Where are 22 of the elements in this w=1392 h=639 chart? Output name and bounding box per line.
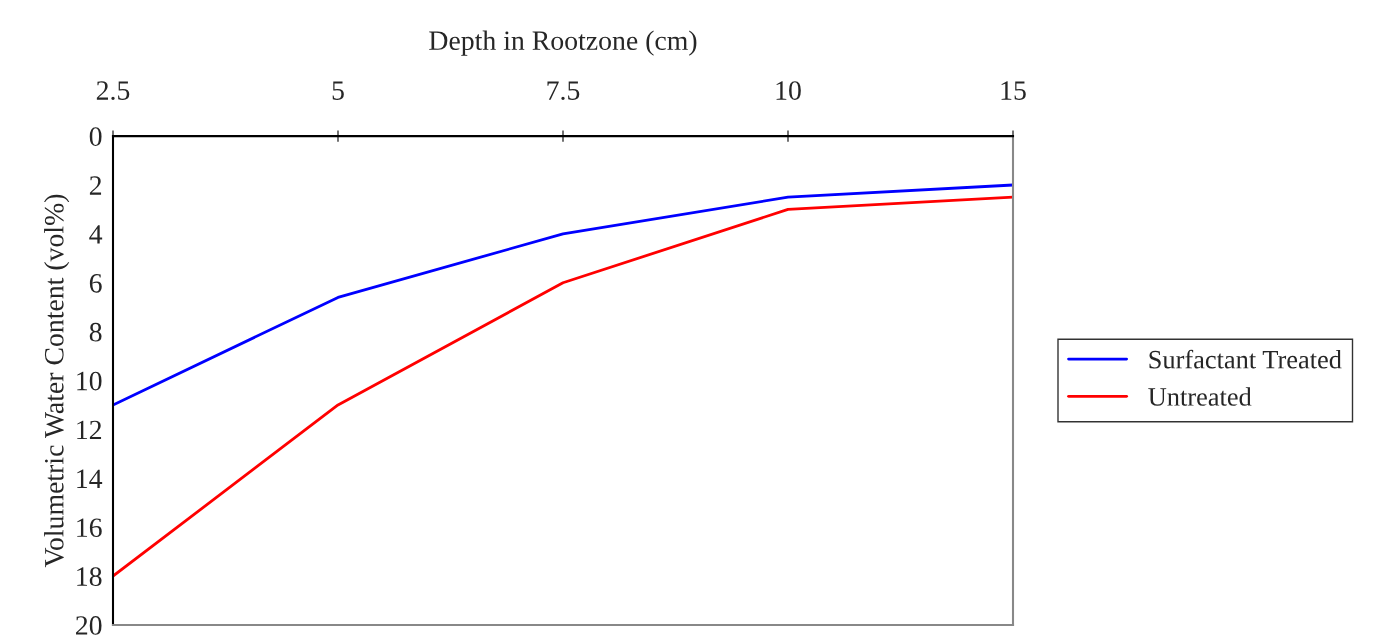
x-tick-label: 15 xyxy=(1001,81,1026,100)
y-tick-label: 8 xyxy=(89,322,102,342)
line-series xyxy=(113,183,1013,407)
legend-label: Surfactant Treated xyxy=(1149,349,1342,369)
x-axis-title: Depth in Rootzone (cm) xyxy=(429,30,697,56)
y-tick-label: 10 xyxy=(77,371,102,391)
y-tick-label: 18 xyxy=(77,567,102,586)
y-tick-label: 12 xyxy=(77,420,102,440)
x-tick-label: 2.5 xyxy=(96,81,130,101)
x-tick-label: 10 xyxy=(776,81,801,100)
y-tick-label: 2 xyxy=(89,176,102,195)
legend-label: Untreated xyxy=(1148,387,1252,406)
y-axis-title: Volumetric Water Content (vol%) xyxy=(44,194,70,568)
y-tick-label: 0 xyxy=(89,127,102,147)
y-tick-label: 20 xyxy=(76,616,102,635)
x-tick-label: 5 xyxy=(332,81,344,100)
line-series xyxy=(113,195,1013,578)
y-tick-label: 4 xyxy=(89,225,103,244)
y-tick-label: 16 xyxy=(77,518,102,538)
x-tick-label: 7.5 xyxy=(547,81,580,101)
y-tick-label: 14 xyxy=(77,469,103,488)
y-tick-label: 6 xyxy=(89,274,102,293)
